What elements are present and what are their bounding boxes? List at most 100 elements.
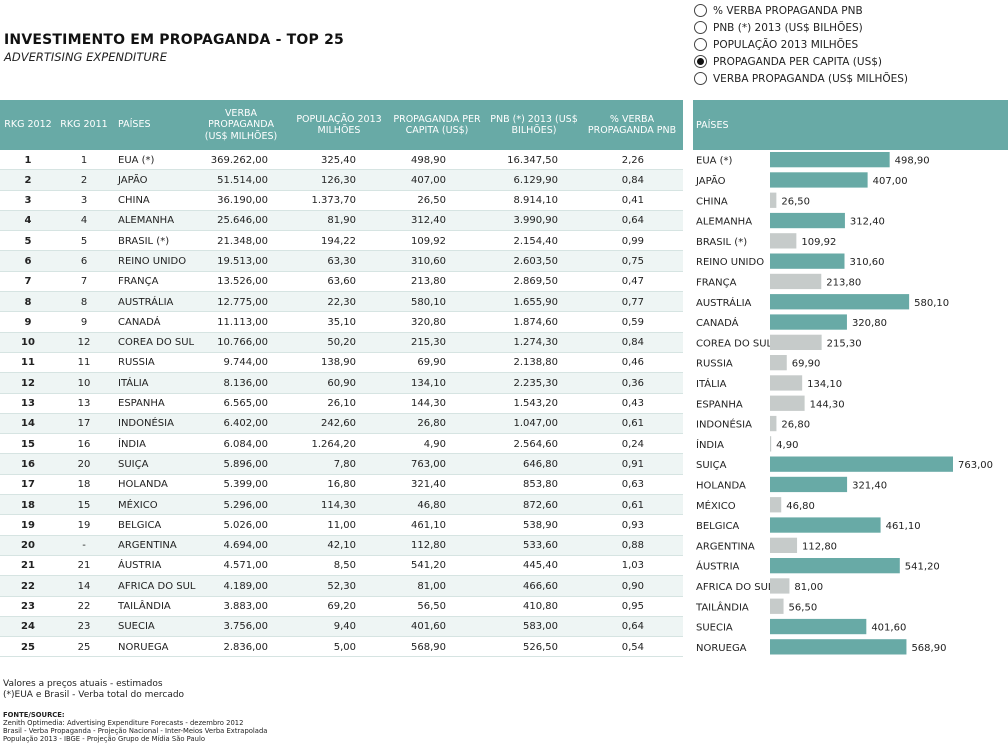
- per-capita-cell: 144,30: [411, 398, 446, 410]
- chart-bar[interactable]: [770, 314, 847, 330]
- gdp-cell: 853,80: [523, 479, 558, 491]
- country-cell: ARGENTINA: [118, 540, 177, 552]
- chart-bar[interactable]: [770, 152, 890, 168]
- chart-bar[interactable]: [770, 172, 868, 188]
- population-cell: 325,40: [321, 154, 356, 166]
- chart-bar[interactable]: [770, 395, 805, 411]
- chart-bar[interactable]: [770, 233, 797, 249]
- ad-spend-cell: 4.694,00: [223, 540, 268, 552]
- table-row[interactable]: 24 23 SUECIA 3.756,00 9,40 401,60 583,00 0,64: [0, 616, 683, 638]
- chart-bar[interactable]: [770, 476, 848, 493]
- radio-verba[interactable]: VERBA PROPAGANDA (US$ MILHÕES): [694, 70, 1004, 87]
- table-row[interactable]: 16 20 SUIÇA 5.896,00 7,80 763,00 646,80 0,91: [0, 454, 683, 475]
- table-row[interactable]: 22 14 AFRICA DO SUL 4.189,00 52,30 81,00 466,6…: [0, 576, 683, 597]
- radio-button-icon[interactable]: [694, 21, 707, 34]
- radio-pnb[interactable]: PNB (*) 2013 (US$ BILHÕES): [694, 19, 1004, 36]
- footnote-line: (*)EUA e Brasil - Verba total do mercado: [3, 690, 185, 700]
- chart-category-label: SUIÇA: [696, 460, 727, 471]
- gdp-cell: 1.543,20: [513, 398, 558, 410]
- chart-category-label: AUSTRÁLIA: [696, 296, 752, 309]
- per-capita-cell: 321,40: [411, 479, 446, 491]
- table-row[interactable]: 21 21 ÁUSTRIA 4.571,00 8,50 541,20 445,40 1,03: [0, 556, 683, 577]
- table-row[interactable]: 13 13 ESPANHA 6.565,00 26,10 144,30 1.543,20 0,…: [0, 394, 683, 414]
- ad-spend-cell: 12.775,00: [217, 296, 268, 308]
- radio-button-icon[interactable]: [694, 72, 707, 85]
- table-row[interactable]: 15 16 ÍNDIA 6.084,00 1.264,20 4,90 2.564,60 0,2…: [0, 434, 683, 455]
- chart-bar[interactable]: [770, 375, 803, 391]
- chart-bar[interactable]: [770, 273, 822, 290]
- table-row[interactable]: 9 9 CANADÁ 11.113,00 35,10 320,80 1.874,60 0,59: [0, 312, 683, 333]
- table-row[interactable]: 6 6 REINO UNIDO 19.513,00 63,30 310,60 2.603,5…: [0, 251, 683, 272]
- country-cell: ÍNDIA: [118, 438, 146, 450]
- chart-bar[interactable]: [770, 598, 784, 614]
- chart-bar[interactable]: [770, 415, 777, 432]
- rank-2012-cell: 8: [24, 296, 32, 308]
- chart-category-label: MÉXICO: [696, 499, 736, 512]
- table-row[interactable]: 3 3 CHINA 36.190,00 1.373,70 26,50 8.914,10 0,4…: [0, 191, 683, 211]
- table-row[interactable]: 19 19 BELGICA 5.026,00 11,00 461,10 538,90 0,93: [0, 515, 683, 536]
- table-row[interactable]: 25 25 NORUEGA 2.836,00 5,00 568,90 526,50 0,54: [0, 637, 683, 658]
- chart-bar[interactable]: [770, 212, 845, 229]
- chart-bar[interactable]: [770, 436, 772, 452]
- radio-populacao[interactable]: POPULAÇÃO 2013 MILHÕES: [694, 36, 1004, 53]
- country-cell: ESPANHA: [118, 398, 165, 410]
- rank-2011-cell: 2: [80, 174, 88, 186]
- ad-spend-cell: 8.136,00: [223, 377, 268, 389]
- header-pct-verba[interactable]: % VERBA PROPAGANDA PNB: [587, 113, 677, 137]
- table-row[interactable]: 23 22 TAILÂNDIA 3.883,00 69,20 56,50 410,80 0,9…: [0, 597, 683, 617]
- page-subtitle: ADVERTISING EXPENDITURE: [4, 50, 168, 64]
- radio-button-icon[interactable]: [694, 38, 707, 51]
- table-row[interactable]: 20 - ARGENTINA 4.694,00 42,10 112,80 533,60 0,8…: [0, 535, 683, 556]
- header-rkg-2011[interactable]: RKG 2011: [60, 119, 108, 131]
- chart-value-label: 213,80: [826, 277, 861, 288]
- header-verba[interactable]: VERBA PROPAGANDA (US$ MILHÕES): [204, 107, 278, 142]
- chart-bar[interactable]: [770, 639, 907, 655]
- chart-category-label: EUA (*): [696, 156, 733, 167]
- table-row[interactable]: 11 11 RUSSIA 9.744,00 138,90 69,90 2.138,80 0,4…: [0, 353, 683, 374]
- table-row[interactable]: 5 5 BRASIL (*) 21.348,00 194,22 109,92 2.154,4…: [0, 231, 683, 252]
- chart-bar[interactable]: [770, 253, 845, 269]
- radio-pct-verba-pnb[interactable]: % VERBA PROPAGANDA PNB: [694, 2, 1004, 19]
- chart-bar[interactable]: [770, 294, 910, 310]
- per-capita-cell: 109,92: [411, 235, 446, 247]
- table-row[interactable]: 17 18 HOLANDA 5.399,00 16,80 321,40 853,80 0,63: [0, 475, 683, 496]
- pct-gdp-cell: 0,77: [621, 296, 644, 308]
- header-populacao[interactable]: POPULAÇÃO 2013 MILHÕES: [296, 113, 382, 137]
- chart-bar[interactable]: [770, 558, 900, 574]
- radio-label: % VERBA PROPAGANDA PNB: [713, 4, 863, 17]
- table-row[interactable]: 7 7 FRANÇA 13.526,00 63,60 213,80 2.869,50 0,47: [0, 272, 683, 293]
- header-rkg-2012[interactable]: RKG 2012: [4, 119, 52, 131]
- chart-header: PAÍSES: [693, 100, 1008, 150]
- chart-bar[interactable]: [770, 497, 782, 513]
- table-row[interactable]: 8 8 AUSTRÁLIA 12.775,00 22,30 580,10 1.655,90 0…: [0, 292, 683, 313]
- radio-button-icon[interactable]: [694, 4, 707, 17]
- table-row[interactable]: 18 15 MÉXICO 5.296,00 114,30 46,80 872,60 0,61: [0, 495, 683, 516]
- population-cell: 16,80: [327, 479, 356, 491]
- chart-bar[interactable]: [770, 578, 790, 594]
- rank-2011-cell: 5: [80, 235, 88, 247]
- gdp-cell: 538,90: [523, 519, 558, 531]
- table-row[interactable]: 10 12 COREA DO SUL 10.766,00 50,20 215,30 1.27…: [0, 332, 683, 353]
- table-row[interactable]: 14 17 INDONÉSIA 6.402,00 242,60 26,80 1.047,00…: [0, 413, 683, 435]
- chart-bar[interactable]: [770, 517, 881, 533]
- header-pnb[interactable]: PNB (*) 2013 (US$ BILHÕES): [490, 113, 578, 137]
- rank-2011-cell: 16: [77, 438, 91, 450]
- radio-button-icon[interactable]: [694, 55, 707, 68]
- ad-spend-cell: 51.514,00: [217, 174, 268, 186]
- chart-bar[interactable]: [770, 456, 953, 472]
- table-row[interactable]: 1 1 EUA (*) 369.262,00 325,40 498,90 16.347,50…: [0, 150, 683, 171]
- country-cell: ALEMANHA: [118, 215, 175, 227]
- table-row[interactable]: 4 4 ALEMANHA 25.646,00 81,90 312,40 3.990,90 0,…: [0, 210, 683, 232]
- header-paises[interactable]: PAÍSES: [118, 119, 151, 131]
- radio-per-capita[interactable]: PROPAGANDA PER CAPITA (US$): [694, 53, 1004, 70]
- population-cell: 63,60: [327, 276, 356, 288]
- rank-2012-cell: 14: [21, 418, 35, 430]
- chart-bar[interactable]: [770, 618, 867, 635]
- chart-bar[interactable]: [770, 537, 798, 553]
- header-per-capita[interactable]: PROPAGANDA PER CAPITA (US$): [393, 113, 481, 137]
- table-row[interactable]: 12 10 ITÁLIA 8.136,00 60,90 134,10 2.235,30 0,3…: [0, 373, 683, 394]
- table-row[interactable]: 2 2 JAPÃO 51.514,00 126,30 407,00 6.129,90 0,84: [0, 170, 683, 191]
- chart-bar[interactable]: [770, 192, 777, 208]
- chart-bar[interactable]: [770, 334, 822, 350]
- chart-bar[interactable]: [770, 355, 787, 371]
